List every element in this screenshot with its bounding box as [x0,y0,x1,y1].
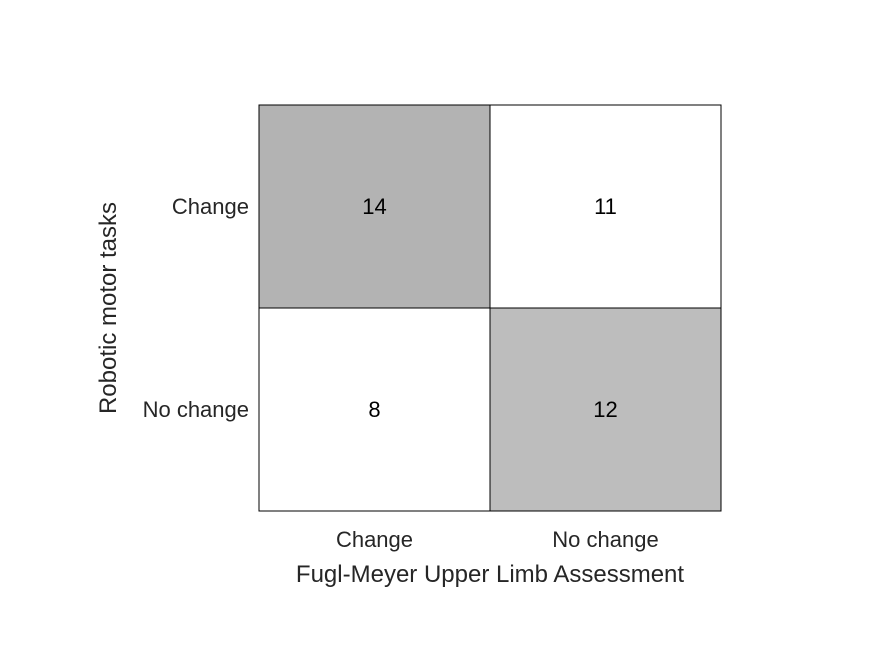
cell-value-label: 12 [593,397,617,422]
x-axis-label: Fugl-Meyer Upper Limb Assessment [296,561,684,588]
matrix-cell-no-change-change [258,307,491,512]
cell-value-label: 8 [368,397,380,422]
cell-labels-layer: 14 11 8 12 [362,194,617,422]
matrix-cell-change-change [258,104,491,309]
matrix-cell-change-no-change [489,104,722,309]
y-axis-label: Robotic motor tasks [95,202,122,414]
cell-value-label: 14 [362,194,386,219]
plot-frame [258,104,722,512]
x-tick-labels: Change No change [336,527,659,552]
x-tick-label: Change [336,527,413,552]
cell-value-label: 11 [594,194,617,219]
matrix-cell-no-change-no-change [489,307,722,512]
x-tick-label: No change [552,527,658,552]
cells-layer [258,104,722,512]
y-tick-labels: Change No change [143,194,249,422]
y-tick-label: No change [143,397,249,422]
y-tick-label: Change [172,194,249,219]
